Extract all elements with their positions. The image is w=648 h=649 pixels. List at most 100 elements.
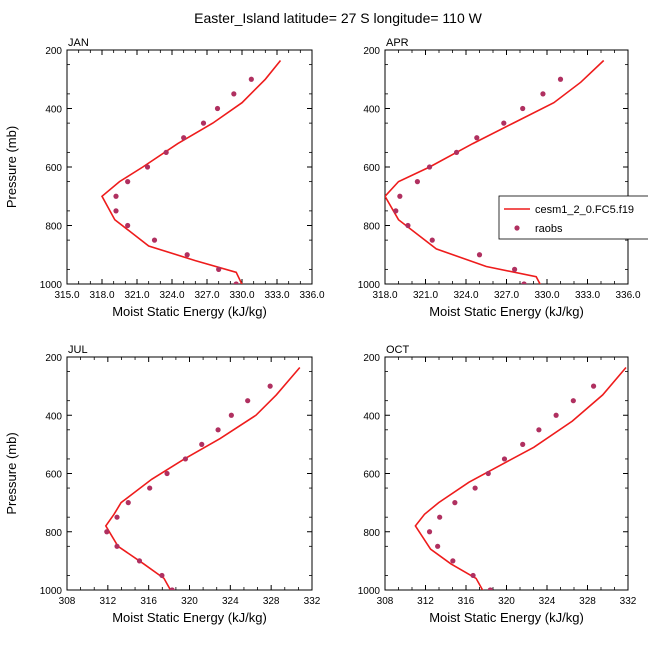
- raobs-point: [231, 91, 237, 97]
- panel-title: JUL: [68, 344, 88, 356]
- model-line: [100, 59, 282, 284]
- raobs-point: [435, 543, 441, 549]
- raobs-point: [136, 558, 143, 564]
- legend-box: [498, 195, 648, 240]
- raobs-point: [426, 164, 433, 170]
- plot-frame: [66, 49, 313, 285]
- raobs-point: [487, 587, 493, 590]
- y-tick-label: 200: [45, 353, 62, 364]
- x-tick-label: 324: [222, 596, 239, 607]
- raobs-point: [393, 208, 399, 214]
- x-tick-label: 318.0: [372, 290, 397, 301]
- raobs-point: [452, 500, 458, 506]
- x-tick-label: 333.0: [264, 290, 289, 301]
- raobs-point: [521, 281, 527, 284]
- raobs-point: [125, 222, 131, 229]
- raobs-point: [397, 193, 403, 199]
- raobs-point: [553, 412, 559, 418]
- raobs-point: [113, 193, 119, 199]
- x-tick-label: 336.0: [615, 290, 640, 301]
- x-tick-label: 332: [620, 596, 637, 607]
- raobs-point: [590, 383, 597, 389]
- x-tick-label: 308: [377, 596, 394, 607]
- x-tick-label: 312: [99, 596, 116, 607]
- panel-apr: APR 318.0 321.0 324.0 327.0 330.0 333.0 336.0 20…: [358, 37, 641, 319]
- plot-area: [104, 366, 301, 590]
- y-tick-label: 1000: [358, 280, 381, 291]
- raobs-point: [453, 149, 460, 155]
- y-tick-label: 200: [45, 46, 62, 57]
- raobs-point: [501, 120, 507, 126]
- raobs-point: [164, 470, 170, 477]
- model-line: [104, 366, 301, 590]
- y-tick-label: 1000: [40, 586, 63, 597]
- x-tick-label: 327.0: [494, 290, 519, 301]
- plot-frame: [384, 356, 629, 591]
- model-line: [385, 59, 605, 284]
- y-tick-label: 600: [363, 470, 380, 481]
- raobs-point: [476, 252, 483, 258]
- raobs-point: [267, 383, 273, 389]
- y-tick-label: 200: [363, 46, 380, 57]
- raobs-point: [216, 266, 222, 272]
- raobs-point: [426, 529, 433, 535]
- x-tick-label: 332: [304, 596, 321, 607]
- raobs-point: [163, 149, 169, 155]
- raobs-point: [248, 76, 254, 82]
- y-axis-label: Pressure (mb): [4, 126, 19, 208]
- raobs-point: [151, 237, 158, 243]
- raobs-point: [159, 572, 165, 579]
- raobs-point: [199, 441, 205, 447]
- raobs-point: [470, 572, 476, 579]
- raobs-point: [520, 441, 526, 447]
- y-tick-label: 600: [45, 163, 62, 174]
- raobs-point: [125, 179, 131, 185]
- raobs-point: [405, 222, 411, 229]
- raobs-point: [184, 252, 190, 258]
- raobs-point: [245, 398, 251, 404]
- x-tick-label: 328: [263, 596, 280, 607]
- x-tick-label: 321.0: [413, 290, 438, 301]
- x-tick-label: 328: [579, 596, 596, 607]
- x-tick-label: 312: [417, 596, 434, 607]
- x-tick-label: 316: [458, 596, 475, 607]
- x-tick-label: 316: [140, 596, 157, 607]
- panel-oct: OCT 308 312 316 320 324 328 332 200 400 600 800 1000…: [358, 344, 637, 625]
- raobs-point: [437, 514, 443, 520]
- panel-jan: JAN 315.0 318.0 321.0 324.0 327.0 330.0 333.0 33…: [4, 37, 325, 319]
- x-axis-label: Moist Static Energy (kJ/kg): [429, 610, 584, 625]
- raobs-point: [181, 135, 187, 141]
- plot-area: [414, 366, 627, 590]
- plot-frame: [66, 356, 313, 591]
- raobs-point: [125, 500, 131, 506]
- raobs-point: [114, 514, 120, 520]
- raobs-point: [147, 485, 153, 491]
- raobs-point: [233, 281, 239, 284]
- raobs-point: [511, 266, 518, 272]
- panel-title: APR: [386, 37, 409, 49]
- raobs-point: [200, 120, 207, 126]
- raobs-point: [520, 105, 526, 112]
- raobs-point: [450, 558, 456, 564]
- y-tick-label: 800: [45, 222, 62, 233]
- panels: JAN 315.0 318.0 321.0 324.0 327.0 330.0 333.0 33…: [4, 37, 648, 625]
- y-axis-label: Pressure (mb): [4, 432, 19, 514]
- raobs-point: [429, 237, 435, 243]
- raobs-point: [144, 164, 151, 170]
- raobs-point: [114, 543, 120, 549]
- raobs-point: [557, 76, 564, 82]
- y-tick-label: 800: [363, 528, 380, 539]
- raobs-point: [474, 135, 480, 141]
- raobs-point: [113, 208, 119, 214]
- x-axis-label: Moist Static Energy (kJ/kg): [112, 304, 267, 319]
- x-tick-label: 321.0: [124, 290, 149, 301]
- raobs-point: [485, 470, 491, 477]
- raobs-point: [536, 427, 542, 433]
- y-tick-label: 600: [45, 470, 62, 481]
- x-tick-label: 308: [59, 596, 76, 607]
- legend-obs-label: raobs: [535, 223, 563, 235]
- x-tick-label: 318.0: [89, 290, 114, 301]
- x-tick-label: 320: [498, 596, 515, 607]
- raobs-point: [214, 105, 221, 112]
- raobs-point: [472, 485, 478, 491]
